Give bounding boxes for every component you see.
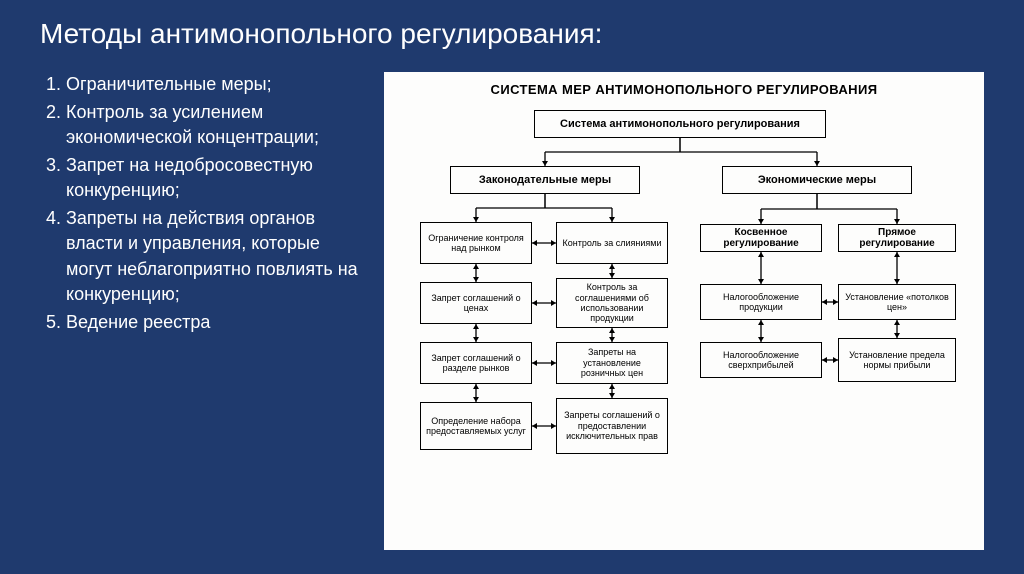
diagram-node-dir1: Установление «потолков цен» <box>838 284 956 320</box>
diagram-node-l2a: Запрет соглашений о ценах <box>420 282 532 324</box>
diagram-title: СИСТЕМА МЕР АНТИМОНОПОЛЬНОГО РЕГУЛИРОВАН… <box>392 82 976 97</box>
diagram-node-l1a: Ограничение контроля над рынком <box>420 222 532 264</box>
slide-content: Ограничительные меры;Контроль за усилени… <box>40 72 984 550</box>
diagram-node-dir: Прямое регулирование <box>838 224 956 252</box>
slide-title: Методы антимонопольного регулирования: <box>40 18 984 50</box>
diagram-node-l1b: Контроль за слияниями <box>556 222 668 264</box>
diagram-node-l4b: Запреты соглашений о предоставлении искл… <box>556 398 668 454</box>
diagram-node-leg: Законодательные меры <box>450 166 640 194</box>
methods-list: Ограничительные меры;Контроль за усилени… <box>40 72 370 550</box>
methods-list-item: Ведение реестра <box>66 310 370 336</box>
methods-list-item: Запрет на недобросовестную конкуренцию; <box>66 153 370 204</box>
diagram-node-ind1: Налогообложение продукции <box>700 284 822 320</box>
diagram-node-l3b: Запреты на установление розничных цен <box>556 342 668 384</box>
diagram-panel: СИСТЕМА МЕР АНТИМОНОПОЛЬНОГО РЕГУЛИРОВАН… <box>384 72 984 550</box>
diagram-node-l2b: Контроль за соглашениями об использовани… <box>556 278 668 328</box>
diagram-node-root: Система антимонопольного регулирования <box>534 110 826 138</box>
diagram-node-l4a: Определение набора предоставляемых услуг <box>420 402 532 450</box>
diagram-node-l3a: Запрет соглашений о разделе рынков <box>420 342 532 384</box>
diagram-node-ind2: Налогообложение сверхприбылей <box>700 342 822 378</box>
diagram-node-ind: Косвенное регулирование <box>700 224 822 252</box>
methods-list-item: Ограничительные меры; <box>66 72 370 98</box>
methods-list-item: Запреты на действия органов власти и упр… <box>66 206 370 308</box>
diagram-node-econ: Экономические меры <box>722 166 912 194</box>
methods-list-item: Контроль за усилением экономической конц… <box>66 100 370 151</box>
diagram-node-dir2: Установление предела нормы прибыли <box>838 338 956 382</box>
slide-root: Методы антимонопольного регулирования: О… <box>0 0 1024 560</box>
